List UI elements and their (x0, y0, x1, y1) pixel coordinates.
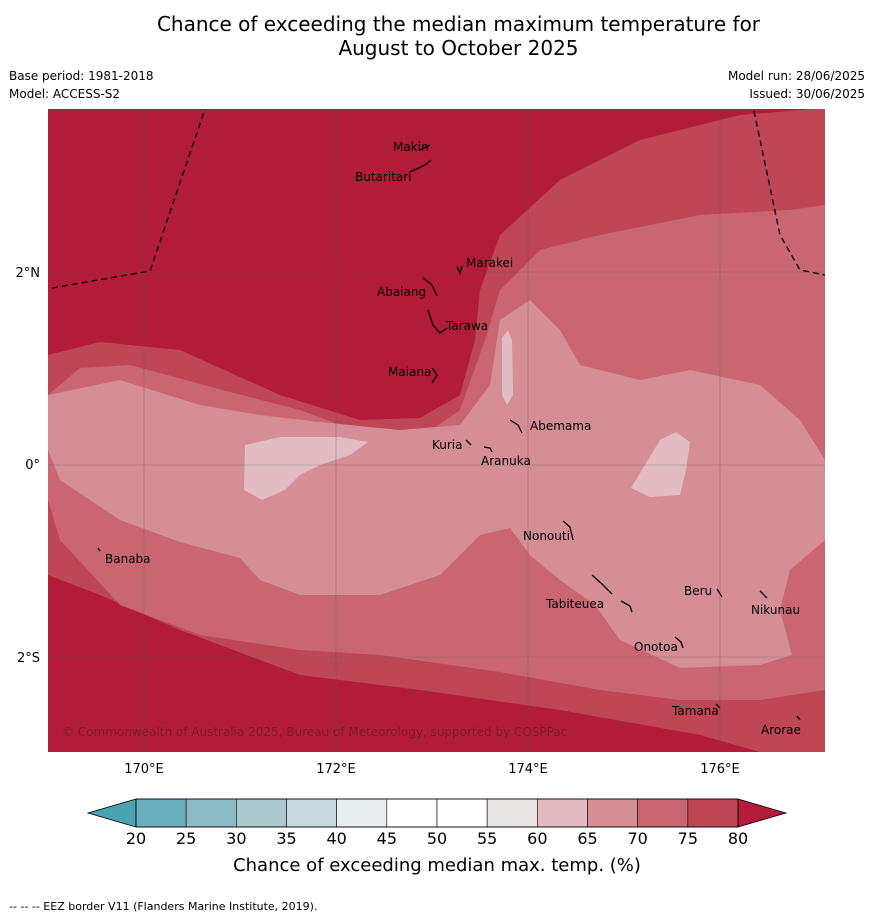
lon-tick-172e: 172°E (316, 762, 356, 777)
island-label-banaba: Banaba (105, 552, 151, 566)
lon-tick-170e: 170°E (124, 762, 164, 777)
colorbar-over-arrow (737, 798, 788, 828)
colorbar-tick-label: 60 (527, 829, 547, 848)
eez-border (51, 109, 825, 289)
colorbar-tick-label: 40 (326, 829, 346, 848)
colorbar-segments (135, 798, 739, 828)
island-label-tamana: Tamana (671, 704, 719, 718)
island-label-beru: Beru (684, 584, 712, 598)
colorbar-segment (687, 798, 739, 828)
model-run: Model run: 28/06/2025 (727, 69, 865, 83)
colorbar-segment (537, 798, 588, 828)
issued-date: Issued: 30/06/2025 (749, 87, 865, 101)
colorbar-segment (486, 798, 538, 828)
colorbar-segment (185, 798, 237, 828)
meta-right: Model run: 28/06/2025 Issued: 30/06/2025 (728, 69, 865, 102)
region-65-70 (48, 300, 825, 668)
island-labels: Makin Butaritari Marakei Abaiang Tarawa … (105, 140, 801, 737)
base-period: Base period: 1981-2018 (9, 69, 154, 83)
chart-title: Chance of exceeding the median maximum t… (0, 12, 873, 60)
island-label-maiana: Maiana (388, 365, 431, 379)
colorbar-tick-label: 25 (176, 829, 196, 848)
colorbar-tick-label: 70 (627, 829, 647, 848)
island-label-marakei: Marakei (466, 256, 513, 270)
island-label-nonouti: Nonouti (523, 529, 570, 543)
lon-tick-176e: 176°E (700, 762, 740, 777)
copyright-notice: © Commonwealth of Australia 2025, Bureau… (62, 725, 567, 739)
island-label-tarawa: Tarawa (445, 319, 488, 333)
island-label-aranuka: Aranuka (481, 454, 531, 468)
colorbar-under-arrow (86, 798, 137, 828)
island-label-arorae: Arorae (761, 723, 801, 737)
colorbar-tick-label: 45 (377, 829, 397, 848)
colorbar-title: Chance of exceeding median max. temp. (%… (233, 855, 641, 876)
island-label-nikunau: Nikunau (751, 603, 800, 617)
colorbar-tick-label: 35 (276, 829, 296, 848)
colorbar-segment (236, 798, 287, 828)
colorbar-segment (637, 798, 689, 828)
axis-labels: 170°E 172°E 174°E 176°E 2°N 0° 2°S (16, 266, 740, 777)
lat-tick-0: 0° (25, 458, 40, 473)
meta-left: Base period: 1981-2018 Model: ACCESS-S2 (9, 69, 154, 102)
eez-footnote: -- -- -- EEZ border V11 (Flanders Marine… (9, 900, 318, 913)
title-line-1: Chance of exceeding the median maximum t… (156, 12, 761, 36)
island-coastlines (97, 144, 801, 721)
colorbar-segment (336, 798, 388, 828)
lat-tick-2s: 2°S (17, 651, 40, 666)
island-label-kuria: Kuria (432, 438, 463, 452)
island-label-abaiang: Abaiang (377, 285, 426, 299)
region-60-65-central (502, 330, 513, 405)
colorbar-segment (135, 798, 187, 828)
colorbar-tick-label: 50 (427, 829, 447, 848)
island-label-makin: Makin (393, 140, 429, 154)
colorbar-tick-label: 20 (126, 829, 146, 848)
region-60-65-west (244, 437, 368, 500)
island-label-abemama: Abemama (530, 419, 591, 433)
region-60-65-east (631, 432, 690, 497)
colorbar-labels: 20 25 30 35 40 45 50 55 60 65 70 75 80 (126, 829, 748, 848)
colorbar: 20 25 30 35 40 45 50 55 60 65 70 75 80 (86, 798, 788, 848)
lon-tick-174e: 174°E (508, 762, 548, 777)
colorbar-segment (386, 798, 438, 828)
colorbar-tick-label: 55 (477, 829, 497, 848)
island-label-butaritari: Butaritari (355, 170, 412, 184)
island-label-onotoa: Onotoa (634, 640, 678, 654)
colorbar-segment (286, 798, 337, 828)
colorbar-tick-label: 65 (577, 829, 597, 848)
colorbar-tick-label: 75 (678, 829, 698, 848)
lat-tick-2n: 2°N (16, 266, 41, 281)
model-name: Model: ACCESS-S2 (9, 87, 121, 101)
colorbar-tick-label: 80 (728, 829, 748, 848)
colorbar-tick-label: 30 (226, 829, 246, 848)
gridlines (48, 109, 825, 752)
probability-map (48, 109, 825, 752)
colorbar-segment (436, 798, 488, 828)
colorbar-segment (587, 798, 638, 828)
title-line-2: August to October 2025 (338, 36, 579, 60)
island-label-tabiteuea: Tabiteuea (545, 597, 604, 611)
